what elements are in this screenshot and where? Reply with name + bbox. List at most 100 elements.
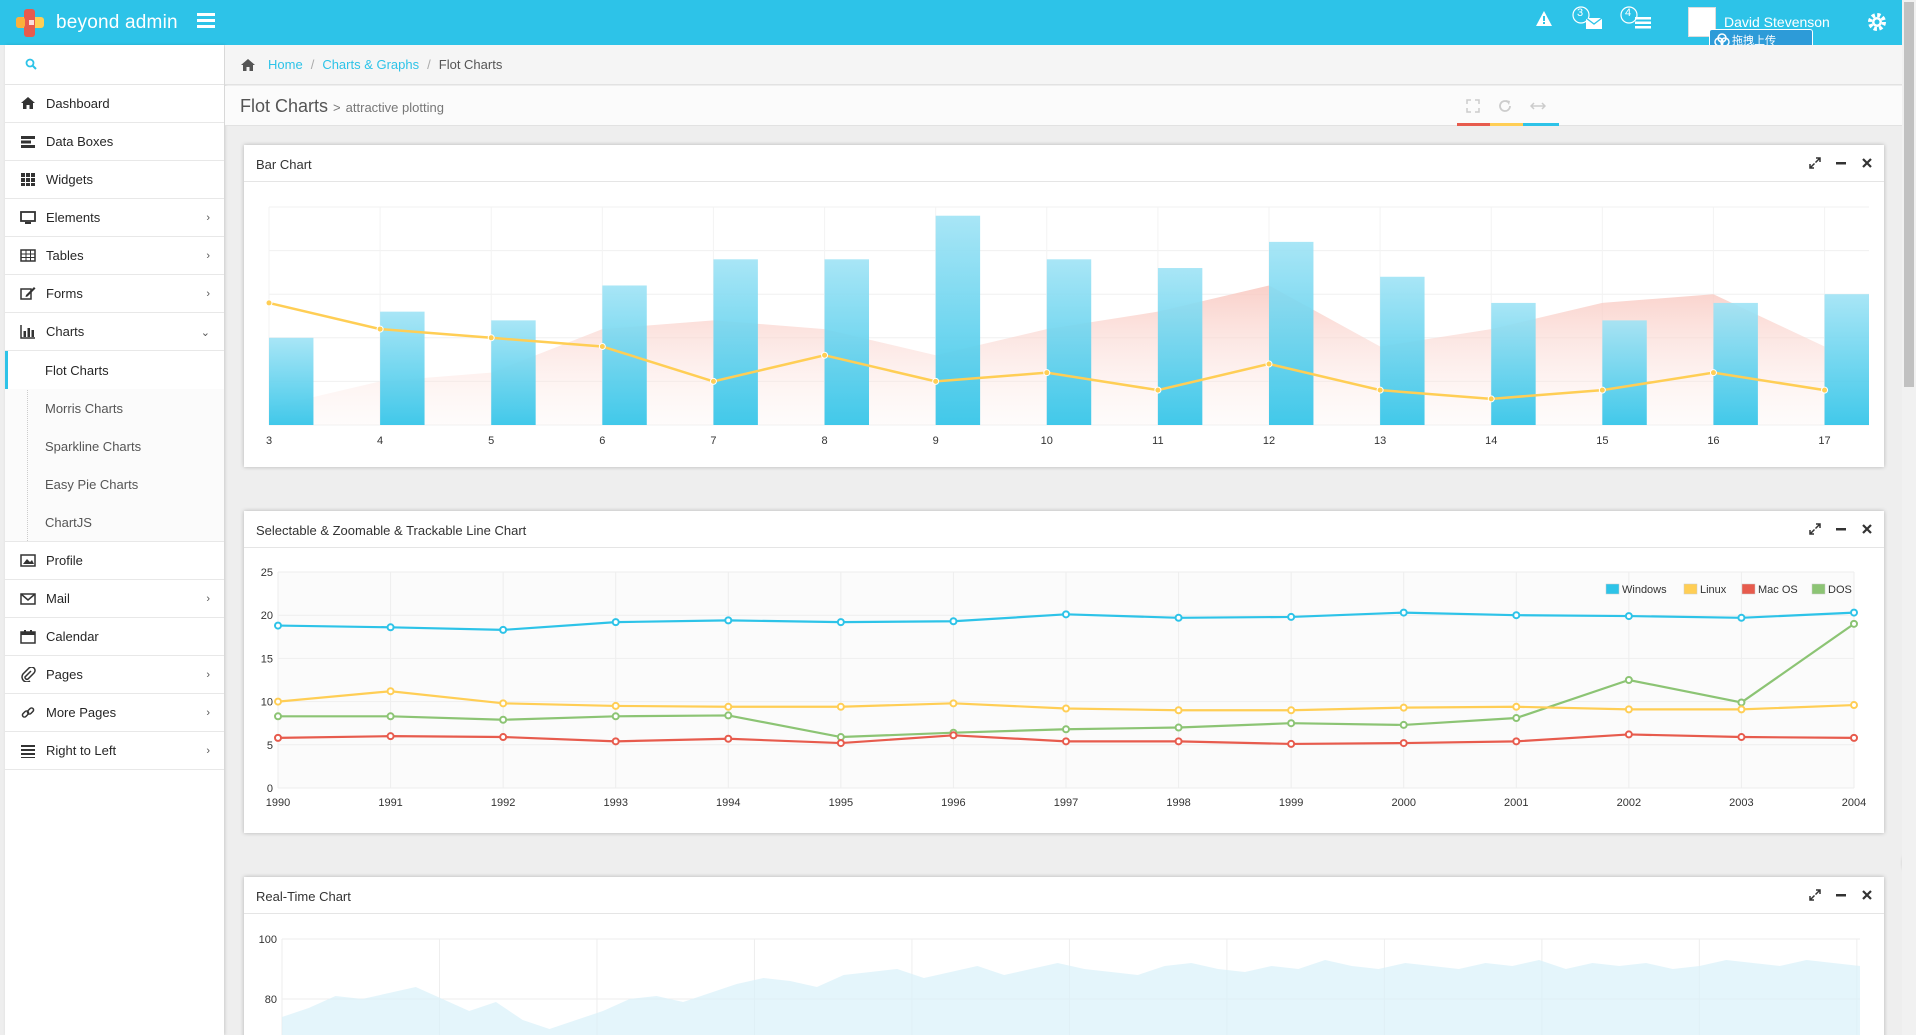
messages-count: 3 — [1577, 7, 1584, 19]
refresh-icon[interactable] — [1497, 98, 1513, 114]
realtime-chart: 1008060 — [259, 934, 1860, 1035]
sidebar-item-more-pages[interactable]: More Pages › — [5, 694, 224, 732]
bar — [1157, 268, 1203, 425]
series-point — [611, 701, 620, 710]
line-point — [1487, 395, 1495, 403]
breadcrumb-section[interactable]: Charts & Graphs — [322, 57, 420, 72]
x-tick-label: 2000 — [1391, 797, 1415, 809]
line-point — [1376, 386, 1384, 394]
sidebar-item-widgets[interactable]: Widgets — [5, 161, 224, 199]
series-point — [386, 623, 395, 632]
line-point — [709, 377, 717, 385]
x-tick-label: 12 — [1263, 435, 1275, 447]
bar-chart: 3 4 5 6 7 8 9 10 11 12 13 14 15 16 17 — [265, 206, 1869, 447]
series-point — [274, 621, 282, 630]
sidebar-item-label: Dashboard — [46, 96, 110, 111]
y-tick-label: 100 — [259, 934, 277, 946]
settings-gear-icon[interactable] — [1866, 11, 1888, 36]
series-point — [1512, 737, 1521, 746]
sidebar-item-label: Widgets — [46, 172, 93, 187]
x-tick-label: 4 — [377, 435, 383, 447]
sidebar-item-calendar[interactable]: Calendar — [5, 618, 224, 656]
series-point — [1174, 613, 1183, 622]
series-point — [724, 616, 733, 625]
page-title: Flot Charts — [240, 96, 329, 116]
minimize-icon[interactable] — [1835, 157, 1847, 169]
search-icon — [25, 58, 37, 70]
bar — [1824, 294, 1869, 425]
minimize-icon[interactable] — [1835, 523, 1847, 535]
series-point — [386, 732, 395, 741]
close-icon[interactable] — [1861, 889, 1873, 901]
x-tick-label: 2001 — [1504, 797, 1528, 809]
series-point — [724, 711, 733, 720]
envelope-icon — [20, 592, 36, 606]
submenu-item-morris-charts[interactable]: Morris Charts — [45, 400, 124, 416]
home-icon — [241, 58, 255, 71]
sidebar-item-charts[interactable]: Charts ⌄ — [5, 313, 224, 351]
sidebar-item-forms[interactable]: Forms › — [5, 275, 224, 313]
sidebar-item-label: Calendar — [46, 629, 99, 644]
minimize-icon[interactable] — [1835, 889, 1847, 901]
messages-button[interactable]: 3 — [1572, 6, 1606, 35]
line-chart[interactable]: 0 5 10 15 20 25 1990 1991 1992 1993 1994 1995 1996 19… — [244, 548, 1884, 833]
line-point — [1154, 386, 1162, 394]
tasks-button[interactable]: 4 — [1620, 6, 1654, 35]
x-tick-label: 2003 — [1729, 797, 1753, 809]
warning-icon[interactable] — [1535, 10, 1553, 31]
series-point — [1174, 737, 1183, 746]
bar-chart-icon — [20, 325, 36, 339]
header-accent-bar — [1457, 123, 1493, 126]
collapse-icon[interactable] — [1530, 98, 1546, 114]
sidebar-item-label: Tables — [46, 248, 84, 263]
sidebar-item-pages[interactable]: Pages › — [5, 656, 224, 694]
close-icon[interactable] — [1861, 523, 1873, 535]
sidebar-search[interactable] — [5, 45, 224, 85]
envelope-icon — [1572, 6, 1603, 29]
x-tick-label: 15 — [1596, 435, 1608, 447]
data-boxes-icon — [20, 135, 36, 149]
line-chart-widget: Selectable & Zoomable & Trackable Line C… — [244, 511, 1884, 833]
maximize-icon[interactable] — [1809, 889, 1821, 901]
sidebar-item-profile[interactable]: Profile — [5, 542, 224, 580]
maximize-icon[interactable] — [1809, 523, 1821, 535]
page-scrollbar[interactable] — [1902, 0, 1916, 1035]
line-point — [1598, 386, 1606, 394]
sidebar-item-right-to-left[interactable]: Right to Left › — [5, 732, 224, 770]
legend-swatch — [1605, 583, 1620, 595]
sidebar-item-tables[interactable]: Tables › — [5, 237, 224, 275]
widget-caption: Real-Time Chart — [256, 889, 351, 904]
series-point — [499, 733, 508, 742]
bar — [1269, 241, 1314, 425]
sidebar-item-mail[interactable]: Mail › — [5, 580, 224, 618]
sidebar-item-elements[interactable]: Elements › — [5, 199, 224, 237]
maximize-icon[interactable] — [1809, 157, 1821, 169]
series-point — [949, 731, 958, 740]
submenu-item-easy-pie-charts[interactable]: Easy Pie Charts — [45, 476, 139, 492]
bar — [824, 259, 869, 425]
scrollbar-thumb[interactable] — [1904, 2, 1914, 387]
series-point — [611, 712, 620, 721]
line-point — [487, 334, 495, 342]
line-point — [1265, 360, 1273, 368]
sidebar-item-data-boxes[interactable]: Data Boxes — [5, 123, 224, 161]
x-tick-label: 3 — [266, 435, 272, 447]
series-point — [1737, 613, 1746, 622]
fullscreen-icon[interactable] — [1465, 98, 1481, 114]
close-icon[interactable] — [1861, 157, 1873, 169]
sidebar-toggle-button[interactable] — [197, 13, 215, 29]
x-tick-label: 7 — [710, 435, 716, 447]
submenu-item-chartjs[interactable]: ChartJS — [45, 514, 92, 530]
bar — [1713, 302, 1758, 425]
x-tick-label: 1998 — [1166, 797, 1190, 809]
brand[interactable]: beyond admin — [12, 8, 178, 38]
submenu-item-flot-charts[interactable]: Flot Charts — [5, 351, 224, 389]
series-point — [724, 702, 733, 711]
sidebar-item-dashboard[interactable]: Dashboard — [5, 85, 224, 123]
x-tick-label: 2002 — [1617, 797, 1641, 809]
header-accent-bar — [1523, 123, 1559, 126]
bar — [269, 337, 314, 425]
submenu-item-sparkline-charts[interactable]: Sparkline Charts — [45, 438, 142, 454]
series-point — [1062, 704, 1070, 713]
breadcrumb-home[interactable]: Home — [268, 57, 303, 72]
